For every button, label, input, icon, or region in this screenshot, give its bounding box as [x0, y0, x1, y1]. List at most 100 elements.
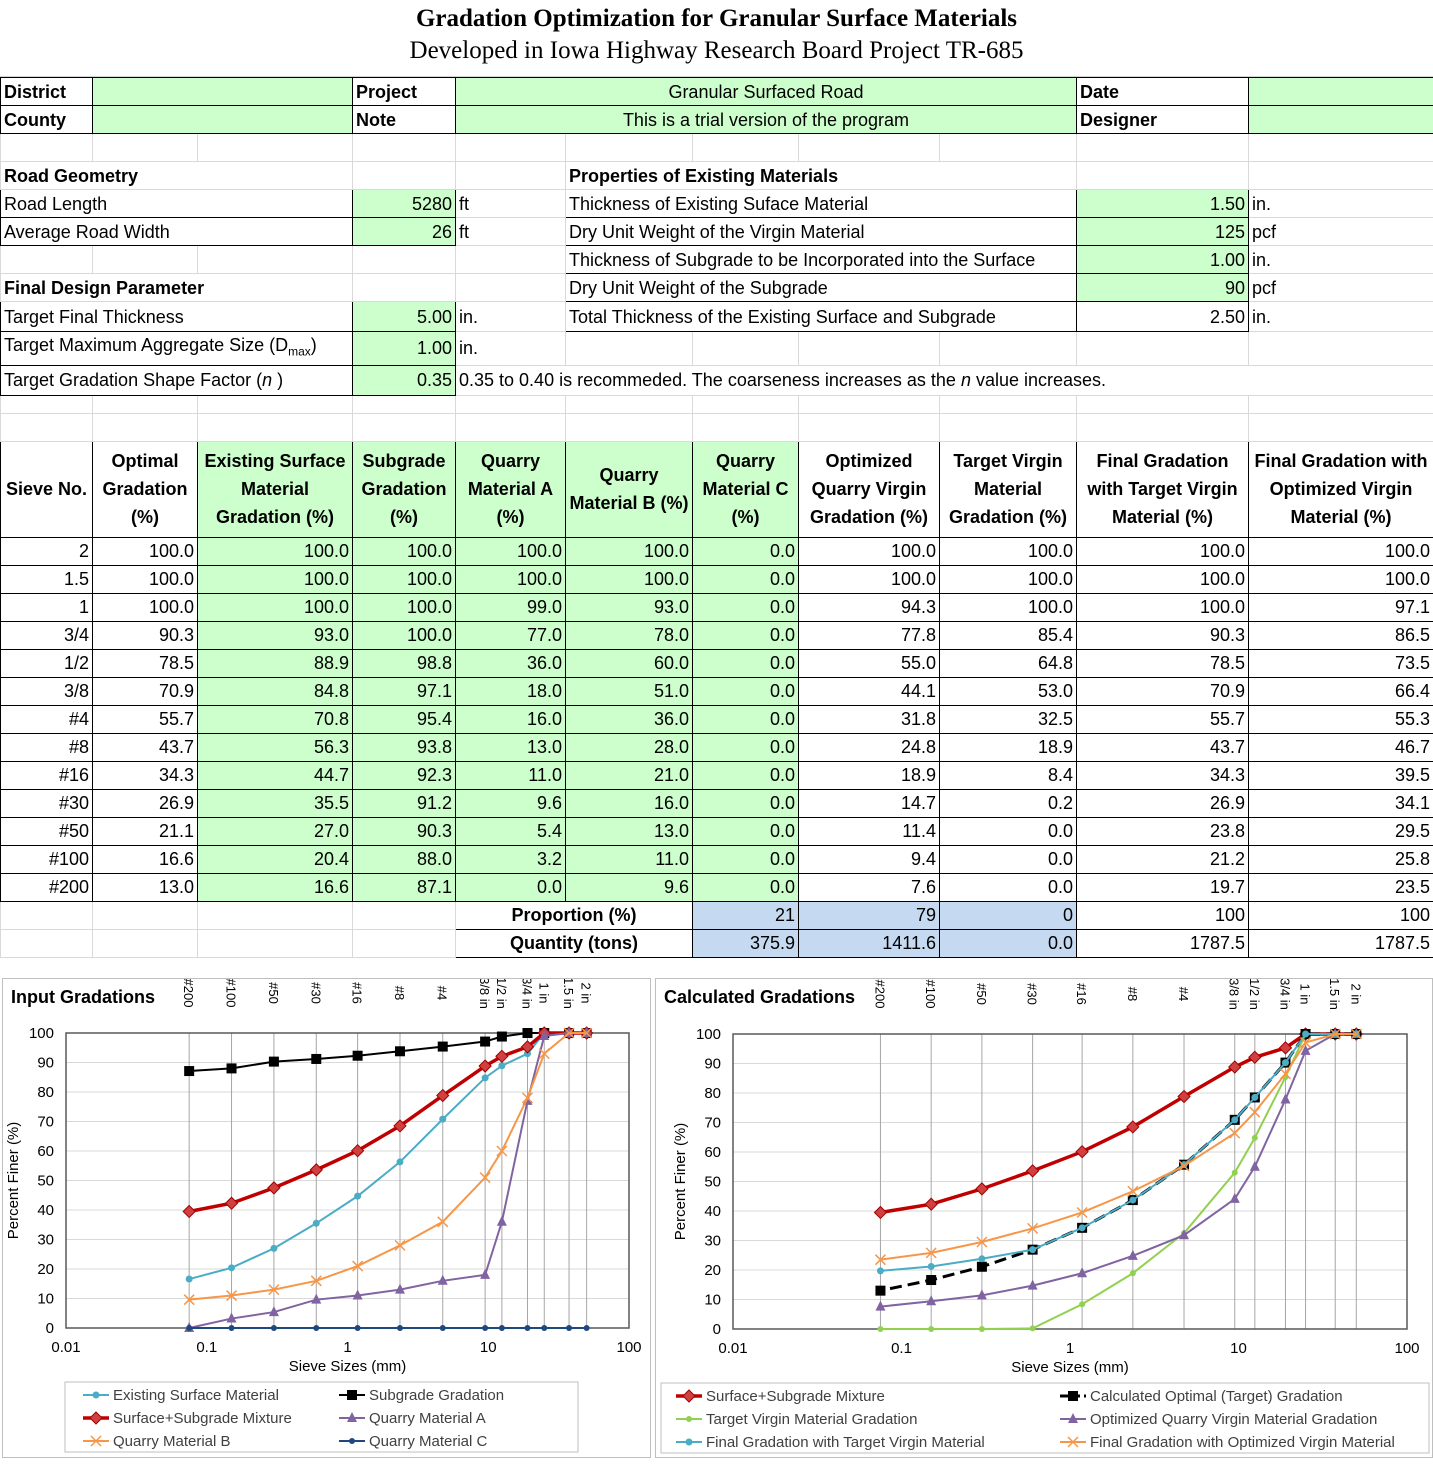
value-cell[interactable]: 0.0 — [692, 760, 799, 790]
value-cell: 66.4 — [1248, 676, 1433, 706]
value-cell[interactable]: 0.0 — [455, 872, 566, 902]
value-cell[interactable]: 0.0 — [692, 536, 799, 566]
value-cell[interactable]: 78.0 — [565, 620, 693, 650]
value-cell[interactable]: 9.6 — [565, 872, 693, 902]
value-cell[interactable]: 0.0 — [692, 592, 799, 622]
circle-marker — [1251, 1093, 1259, 1101]
existing-input[interactable]: 1.00 — [1076, 245, 1249, 274]
circle-marker — [354, 1192, 362, 1200]
value-cell[interactable]: 88.0 — [352, 844, 456, 874]
existing-input[interactable]: 1.50 — [1076, 189, 1249, 218]
value-cell[interactable]: 0.0 — [692, 788, 799, 818]
note-input[interactable]: This is a trial version of the program — [455, 105, 1077, 134]
dot-marker — [686, 1415, 692, 1422]
y-tick-label: 80 — [37, 1084, 54, 1101]
value-cell: 90.3 — [92, 620, 198, 650]
proportion-quarry-a[interactable]: 21 — [692, 900, 799, 930]
value-cell[interactable]: 51.0 — [565, 676, 693, 706]
dmax-input[interactable]: 1.00 — [352, 331, 456, 366]
target-thickness-input[interactable]: 5.00 — [352, 301, 456, 332]
value-cell[interactable]: 27.0 — [197, 816, 353, 846]
value-cell[interactable]: 77.0 — [455, 620, 566, 650]
existing-input[interactable]: 125 — [1076, 217, 1249, 246]
value-cell[interactable]: 11.0 — [455, 760, 566, 790]
value-cell[interactable]: 95.4 — [352, 704, 456, 734]
value-cell[interactable]: 13.0 — [565, 816, 693, 846]
designer-input[interactable] — [1248, 105, 1433, 134]
dot-marker — [541, 1324, 548, 1331]
value-cell[interactable]: 84.8 — [197, 676, 353, 706]
proportion-quarry-c[interactable]: 0 — [939, 900, 1077, 930]
dot-marker — [566, 1324, 573, 1331]
value-cell[interactable]: 100.0 — [197, 592, 353, 622]
value-cell[interactable]: 0.0 — [692, 872, 799, 902]
district-input[interactable] — [92, 77, 353, 106]
value-cell[interactable]: 11.0 — [565, 844, 693, 874]
value-cell[interactable]: 13.0 — [455, 732, 566, 762]
value-cell[interactable]: 0.0 — [692, 816, 799, 846]
value-cell[interactable]: 16.6 — [197, 872, 353, 902]
value-cell[interactable]: 100.0 — [565, 536, 693, 566]
value-cell[interactable]: 100.0 — [352, 620, 456, 650]
value-cell[interactable]: 9.6 — [455, 788, 566, 818]
shape-factor-input[interactable]: 0.35 — [352, 364, 456, 396]
value-cell[interactable]: 91.2 — [352, 788, 456, 818]
value-cell[interactable]: 88.9 — [197, 648, 353, 678]
value-cell[interactable]: 0.0 — [692, 844, 799, 874]
value-cell: 26.9 — [1076, 788, 1249, 818]
sieve-label: #8 — [1125, 986, 1140, 1000]
county-input[interactable] — [92, 105, 353, 134]
value-cell[interactable]: 35.5 — [197, 788, 353, 818]
value-cell[interactable]: 93.8 — [352, 732, 456, 762]
value-cell[interactable]: 0.0 — [692, 648, 799, 678]
value-cell[interactable]: 16.0 — [565, 788, 693, 818]
value-cell[interactable]: 87.1 — [352, 872, 456, 902]
date-input[interactable] — [1248, 77, 1433, 106]
value-cell[interactable]: 36.0 — [455, 648, 566, 678]
project-input[interactable]: Granular Surfaced Road — [455, 77, 1077, 106]
value-cell[interactable]: 3.2 — [455, 844, 566, 874]
value-cell[interactable]: 100.0 — [197, 536, 353, 566]
road-width-input[interactable]: 26 — [352, 217, 456, 246]
value-cell[interactable]: 0.0 — [692, 732, 799, 762]
value-cell[interactable]: 0.0 — [692, 620, 799, 650]
value-cell[interactable]: 0.0 — [692, 704, 799, 734]
value-cell[interactable]: 100.0 — [565, 564, 693, 594]
value-cell[interactable]: 92.3 — [352, 760, 456, 790]
value-cell[interactable]: 36.0 — [565, 704, 693, 734]
existing-unit: in. — [1248, 189, 1433, 218]
value-cell[interactable]: 16.0 — [455, 704, 566, 734]
value-cell[interactable]: 98.8 — [352, 648, 456, 678]
value-cell[interactable]: 20.4 — [197, 844, 353, 874]
value-cell[interactable]: 0.0 — [692, 676, 799, 706]
existing-unit: in. — [1248, 245, 1433, 274]
value-cell[interactable]: 100.0 — [197, 564, 353, 594]
value-cell[interactable]: 18.0 — [455, 676, 566, 706]
value-cell[interactable]: 5.4 — [455, 816, 566, 846]
value-cell[interactable]: 56.3 — [197, 732, 353, 762]
proportion-quarry-b[interactable]: 79 — [798, 900, 940, 930]
existing-input[interactable]: 90 — [1076, 273, 1249, 302]
value-cell[interactable]: 100.0 — [455, 564, 566, 594]
value-cell[interactable]: 100.0 — [352, 592, 456, 622]
value-cell[interactable]: 99.0 — [455, 592, 566, 622]
value-cell[interactable]: 100.0 — [352, 564, 456, 594]
value-cell[interactable]: 28.0 — [565, 732, 693, 762]
value-cell[interactable]: 97.1 — [352, 676, 456, 706]
value-cell[interactable]: 0.0 — [692, 564, 799, 594]
value-cell[interactable]: 44.7 — [197, 760, 353, 790]
value-cell[interactable]: 60.0 — [565, 648, 693, 678]
value-cell[interactable]: 100.0 — [352, 536, 456, 566]
x-axis-label: Sieve Sizes (mm) — [1011, 1359, 1129, 1376]
square-marker — [522, 1027, 533, 1038]
value-cell[interactable]: 90.3 — [352, 816, 456, 846]
value-cell[interactable]: 70.8 — [197, 704, 353, 734]
road-length-input[interactable]: 5280 — [352, 189, 456, 218]
value-cell[interactable]: 93.0 — [565, 592, 693, 622]
value-cell[interactable]: 100.0 — [455, 536, 566, 566]
value-cell: 55.3 — [1248, 704, 1433, 734]
value-cell[interactable]: 21.0 — [565, 760, 693, 790]
value-cell: 34.3 — [92, 760, 198, 790]
legend-entry: Existing Surface Material — [83, 1387, 279, 1404]
value-cell[interactable]: 93.0 — [197, 620, 353, 650]
